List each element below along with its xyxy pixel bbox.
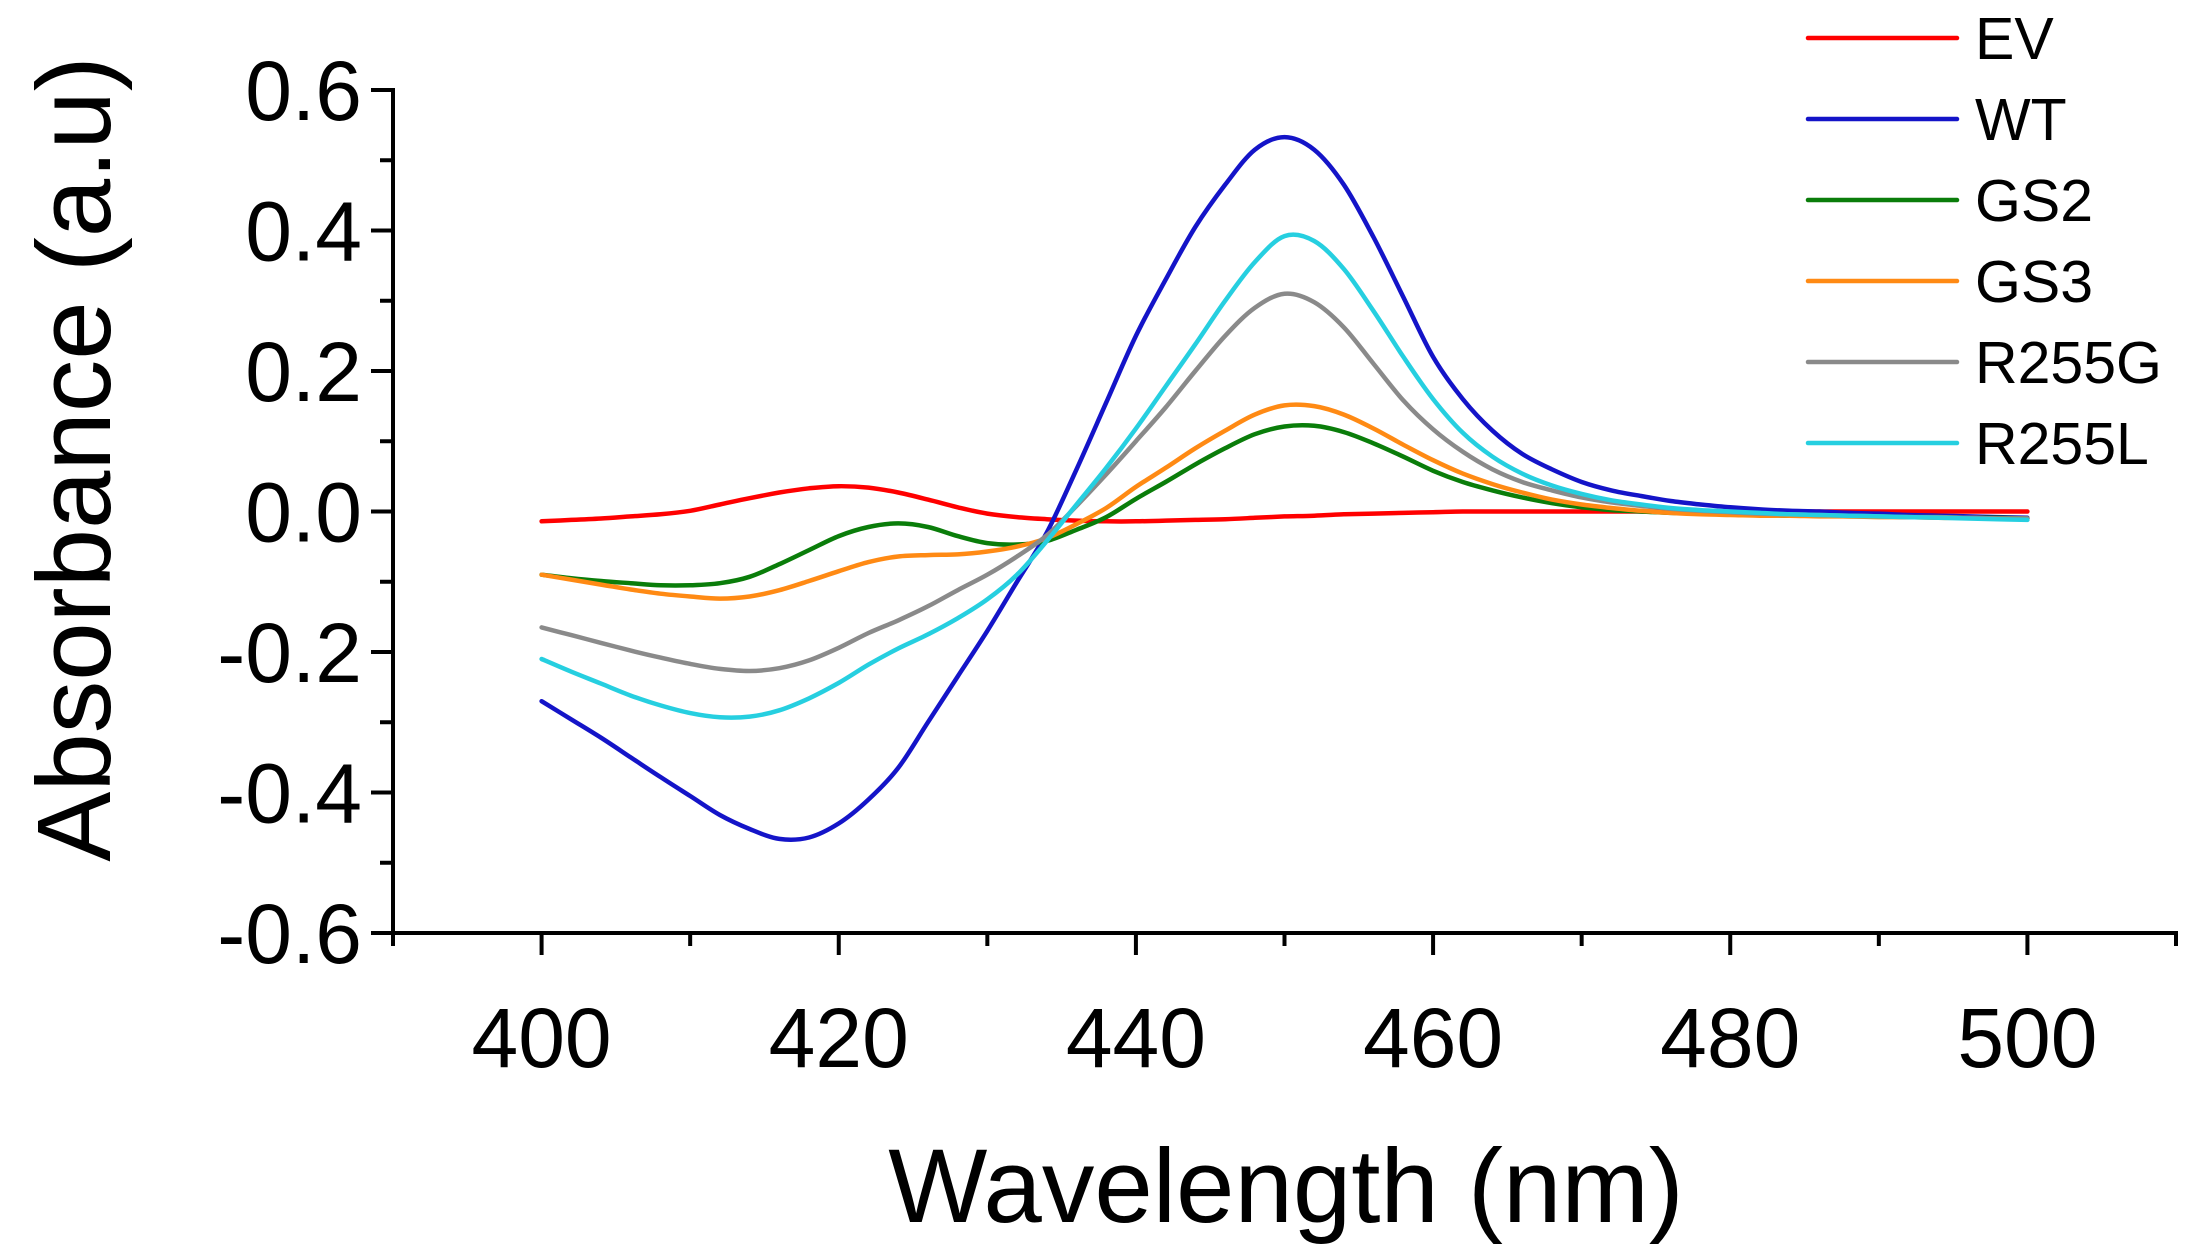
- legend: EV WT GS2 GS3 R255G R255L: [1805, 6, 2162, 477]
- x-tick-label: 500: [1957, 991, 2097, 1085]
- legend-label-r255g: R255G: [1975, 330, 2162, 396]
- y-tick-label: 0.6: [245, 44, 362, 138]
- series-line-r255l: [539, 232, 2030, 720]
- x-axis-title: Wavelength (nm): [888, 1128, 1684, 1245]
- axis-ticks: [371, 88, 2178, 955]
- y-tick-label: -0.4: [217, 747, 362, 841]
- series-line-r255g: [539, 291, 2030, 674]
- legend-item-r255l: R255L: [1805, 411, 2149, 477]
- legend-item-gs2: GS2: [1805, 168, 2093, 234]
- axis-tick-labels: 400 420 440 460 480 500 0.6 0.4 0.2 0.0 -0.2 -0.4 -0…: [217, 44, 2097, 1085]
- legend-label-gs2: GS2: [1975, 168, 2093, 234]
- x-tick-label: 460: [1363, 991, 1503, 1085]
- legend-item-gs3: GS3: [1805, 249, 2093, 315]
- legend-item-r255g: R255G: [1805, 330, 2162, 396]
- series-line-wt: [539, 134, 2030, 842]
- legend-label-wt: WT: [1975, 87, 2067, 153]
- y-tick-label: -0.2: [217, 606, 362, 700]
- x-tick-label: 480: [1660, 991, 1800, 1085]
- y-tick-label: 0.2: [245, 325, 362, 419]
- legend-label-ev: EV: [1975, 6, 2054, 72]
- legend-item-wt: WT: [1805, 87, 2067, 153]
- x-tick-label: 440: [1066, 991, 1206, 1085]
- y-tick-label: 0.0: [245, 466, 362, 560]
- x-tick-label: 400: [472, 991, 612, 1085]
- y-tick-label: 0.4: [245, 185, 362, 279]
- y-tick-label: -0.6: [217, 887, 362, 981]
- legend-label-r255l: R255L: [1975, 411, 2149, 477]
- series-line-gs2: [539, 423, 2030, 588]
- y-axis-title: Absorbance (a.u): [16, 56, 133, 861]
- x-tick-label: 420: [769, 991, 909, 1085]
- legend-item-ev: EV: [1805, 6, 2054, 72]
- legend-label-gs3: GS3: [1975, 249, 2093, 315]
- plot-series: [539, 134, 2030, 842]
